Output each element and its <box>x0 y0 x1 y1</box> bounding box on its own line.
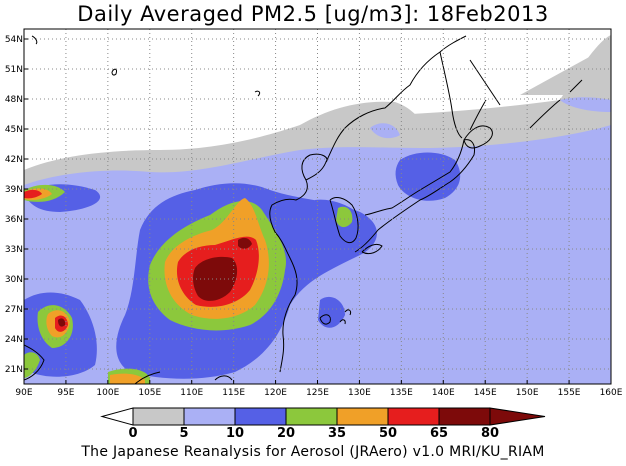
lon-tick-label: 145E <box>474 388 497 398</box>
lat-tick-label: 27N <box>5 305 23 315</box>
lon-tick-label: 125E <box>306 388 329 398</box>
colorbar-segment <box>132 407 185 426</box>
lat-tick-label: 45N <box>5 125 23 135</box>
colorbar: 0 5 10 20 35 50 65 80 <box>100 407 546 441</box>
colorbar-level-label: 65 <box>430 426 448 441</box>
colorbar-segment <box>234 407 287 426</box>
lon-tick-label: 150E <box>516 388 539 398</box>
lat-tick-label: 33N <box>5 245 23 255</box>
colorbar-segment <box>336 407 389 426</box>
footer-credit: The Japanese Reanalysis for Aerosol (JRA… <box>81 444 545 460</box>
lon-tick-label: 95E <box>57 388 74 398</box>
lat-tick-label: 54N <box>5 35 23 45</box>
lon-tick-label: 130E <box>348 388 371 398</box>
colorbar-level-label: 50 <box>379 426 397 441</box>
lon-tick-label: 105E <box>138 388 161 398</box>
colorbar-segment <box>438 407 491 426</box>
lon-tick-label: 110E <box>180 388 203 398</box>
colorbar-level-label: 35 <box>328 426 346 441</box>
colorbar-above-arrow <box>489 407 546 426</box>
colorbar-level-label: 80 <box>481 426 499 441</box>
lat-tick-label: 39N <box>5 185 23 195</box>
lon-tick-label: 155E <box>558 388 581 398</box>
lon-tick-label: 100E <box>96 388 119 398</box>
lon-tick-label: 160E <box>600 388 623 398</box>
colorbar-level-label: 5 <box>179 426 188 441</box>
colorbar-segment <box>285 407 338 426</box>
colorbar-level-label: 0 <box>128 426 137 441</box>
lon-tick-label: 115E <box>222 388 245 398</box>
lon-tick-label: 120E <box>264 388 287 398</box>
longitude-ticks: 90E 95E 100E 105E 110E 115E 120E 125E 130E 135E 14… <box>15 380 623 398</box>
map-title: Daily Averaged PM2.5 [ug/m3]: 18Feb2013 <box>77 2 549 26</box>
pm25-field <box>24 29 611 384</box>
lat-tick-label: 36N <box>5 215 23 225</box>
latitude-ticks: 21N 24N 27N 30N 33N 36N 39N 42N 45N 48N 51N 54N <box>5 35 28 375</box>
colorbar-below-arrow <box>100 407 134 426</box>
lat-tick-label: 21N <box>5 365 23 375</box>
coastlines <box>24 35 583 384</box>
colorbar-segment <box>387 407 440 426</box>
lon-tick-label: 140E <box>432 388 455 398</box>
colorbar-segment <box>183 407 236 426</box>
colorbar-level-label: 20 <box>277 426 295 441</box>
lat-tick-label: 42N <box>5 155 23 165</box>
lat-tick-label: 24N <box>5 335 23 345</box>
colorbar-level-label: 10 <box>226 426 244 441</box>
lat-tick-label: 48N <box>5 95 23 105</box>
lon-tick-label: 135E <box>390 388 413 398</box>
lat-tick-label: 30N <box>5 275 23 285</box>
lat-tick-label: 51N <box>5 65 23 75</box>
field-level-80 <box>58 237 252 327</box>
lon-tick-label: 90E <box>15 388 32 398</box>
